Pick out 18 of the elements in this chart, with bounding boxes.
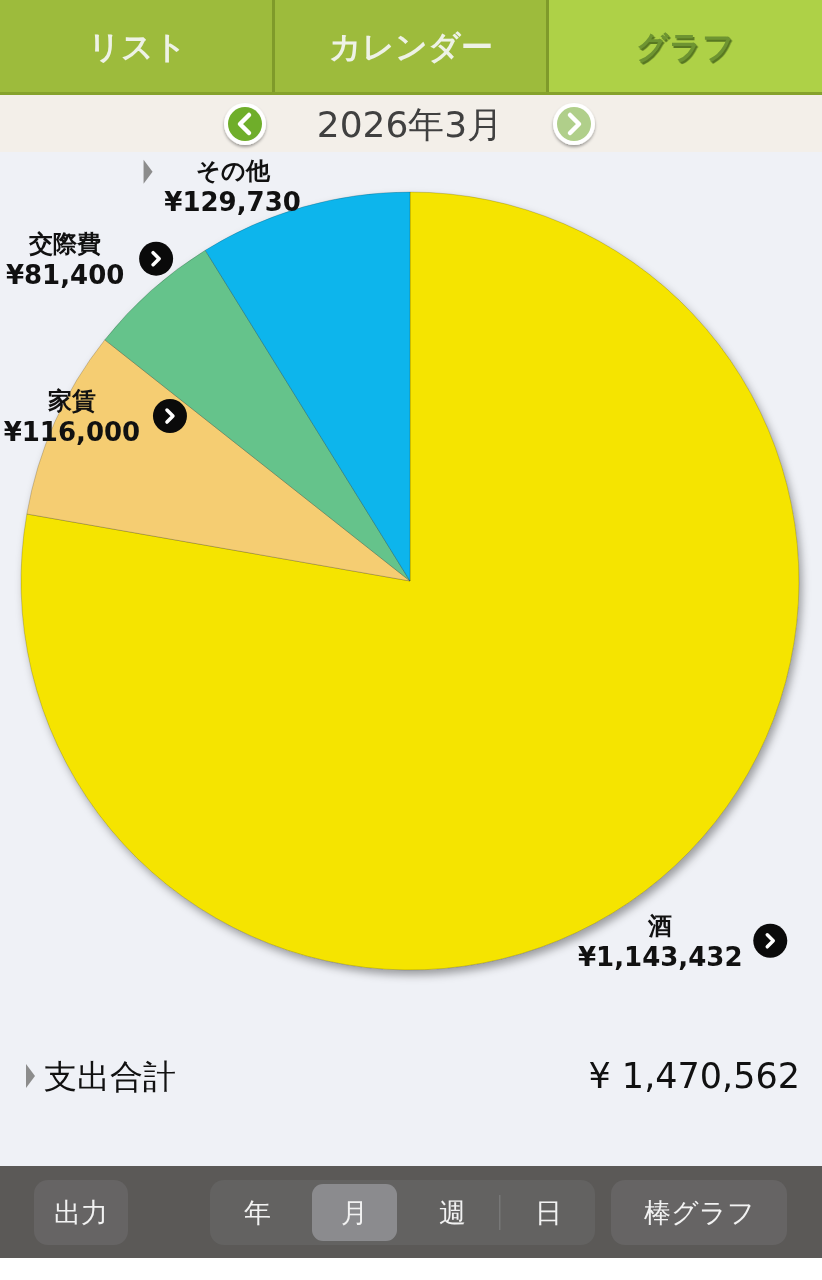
text: 棒グラフ	[643, 1196, 755, 1228]
slice-label: その他	[195, 156, 271, 185]
data-label: ¥1,143,432	[578, 941, 743, 972]
chart-title: 2026年3月	[316, 103, 504, 145]
text: リスト	[87, 28, 187, 66]
data-label: ¥129,730	[164, 186, 301, 217]
text: ¥ 1,470,562	[588, 1056, 800, 1096]
text: グラフ	[635, 28, 735, 66]
slice-label: 交際費	[28, 229, 102, 258]
text: 日	[534, 1196, 562, 1228]
text: 支出合計	[44, 1056, 176, 1096]
text: 年	[243, 1196, 271, 1228]
slice-label: 酒	[647, 911, 673, 940]
data-label: ¥81,400	[5, 259, 125, 290]
text: 出力	[54, 1196, 108, 1228]
text: 月	[340, 1196, 368, 1228]
text: カレンダー	[329, 28, 493, 66]
text: 週	[438, 1196, 466, 1228]
